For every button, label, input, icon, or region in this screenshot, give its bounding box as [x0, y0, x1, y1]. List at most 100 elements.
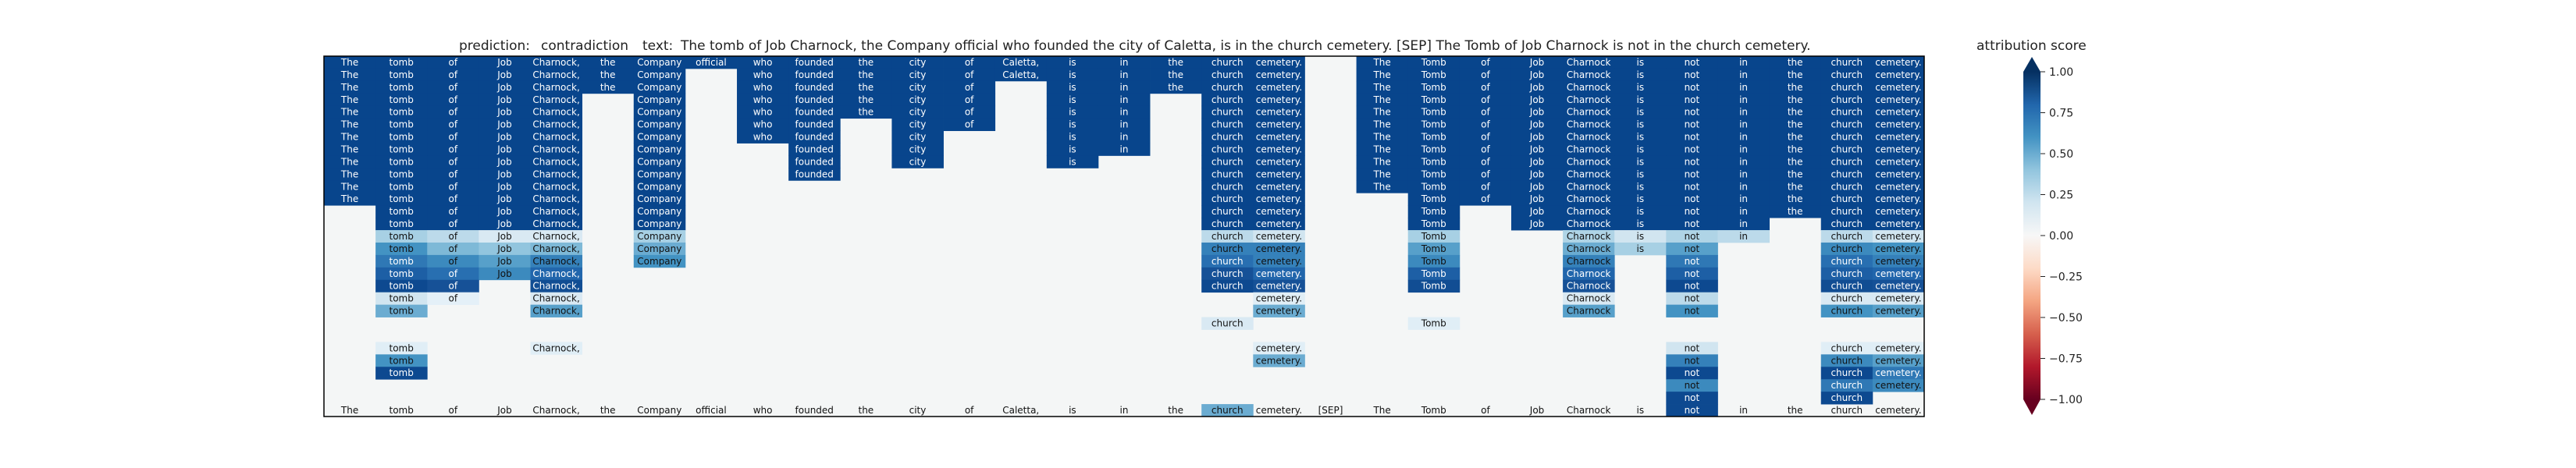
- heatmap-cell: [1253, 354, 1305, 367]
- token-label: church: [1831, 156, 1863, 167]
- heatmap-cell: [1253, 80, 1305, 94]
- token-label: city: [909, 156, 927, 167]
- heatmap-cell: [1201, 317, 1254, 330]
- heatmap-cell: [1407, 56, 1461, 69]
- heatmap-cell: [1820, 367, 1873, 380]
- heatmap-cell: [324, 118, 376, 131]
- heatmap-cell: [1253, 168, 1305, 181]
- heatmap-cell: [479, 267, 531, 281]
- token-label: of: [449, 132, 458, 143]
- heatmap-cell: [1666, 242, 1718, 256]
- heatmap-cell: [324, 105, 376, 119]
- heatmap-cell: [530, 168, 583, 181]
- token-label: of: [449, 144, 458, 154]
- heatmap-cell: [891, 155, 944, 168]
- token-label: in: [1739, 69, 1748, 80]
- token-label: Tomb: [1421, 132, 1446, 143]
- heatmap-cell: [1253, 130, 1305, 144]
- heatmap-cell: [1614, 105, 1667, 119]
- heatmap-cell: [427, 193, 479, 206]
- heatmap-cell: [1407, 118, 1461, 131]
- heatmap-cell: [891, 143, 944, 156]
- token-label: founded: [795, 119, 834, 130]
- token-label: Charnock,: [532, 306, 579, 317]
- heatmap-cell: [1563, 292, 1615, 306]
- heatmap-cell: [1666, 180, 1718, 193]
- heatmap-cell: [1769, 168, 1822, 181]
- token-label: Job: [496, 243, 512, 254]
- token-label: cemetery.: [1875, 94, 1921, 105]
- heatmap-cell: [1666, 168, 1718, 181]
- heatmap-cell: [1201, 93, 1254, 107]
- token-label: is: [1636, 57, 1644, 68]
- heatmap-cell: [1820, 354, 1873, 367]
- heatmap-cell: [324, 143, 376, 156]
- token-label: is: [1069, 57, 1076, 68]
- heatmap-cell: [943, 80, 996, 94]
- heatmap-cell: [891, 105, 944, 119]
- heatmap-cell: [1820, 130, 1873, 144]
- token-label: Tomb: [1421, 218, 1446, 229]
- token-label: Charnock: [1567, 206, 1611, 217]
- token-label: Job: [496, 132, 512, 143]
- token-label: Charnock: [1567, 94, 1611, 105]
- heatmap-cells: [324, 56, 1925, 417]
- token-label: Job: [496, 94, 512, 105]
- heatmap-cell: [1666, 205, 1718, 218]
- heatmap-cell: [1201, 105, 1254, 119]
- token-label: tomb: [390, 193, 414, 204]
- token-label: is: [1636, 119, 1644, 130]
- token-label: of: [449, 107, 458, 118]
- heatmap-cell: [324, 130, 376, 144]
- heatmap-cell: [1872, 230, 1925, 243]
- heatmap-cell: [1666, 254, 1718, 268]
- token-label: Company: [637, 94, 681, 105]
- heatmap-cell: [1820, 93, 1873, 107]
- heatmap-cell: [1563, 118, 1615, 131]
- token-label: in: [1739, 107, 1748, 118]
- token-label: the: [1788, 181, 1803, 192]
- token-label: Tomb: [1421, 206, 1446, 217]
- heatmap-cell: [375, 193, 428, 206]
- heatmap-cell: [1407, 180, 1461, 193]
- heatmap-cell: [1407, 130, 1461, 144]
- token-label: cemetery.: [1875, 405, 1921, 416]
- heatmap-cell: [1769, 143, 1822, 156]
- token-label: tomb: [390, 293, 414, 304]
- token-label: city: [909, 94, 927, 105]
- heatmap-cell: [1614, 143, 1667, 156]
- token-label: Job: [1529, 57, 1545, 68]
- token-label: in: [1739, 405, 1748, 416]
- token-label: Company: [637, 231, 681, 242]
- token-label: church: [1212, 69, 1244, 80]
- heatmap-cell: [788, 143, 841, 156]
- token-label: Charnock,: [532, 94, 579, 105]
- heatmap-cell: [582, 56, 635, 69]
- heatmap-cell: [1201, 143, 1254, 156]
- heatmap-cell: [633, 93, 686, 107]
- token-label: church: [1212, 107, 1244, 118]
- heatmap-cell: [1614, 130, 1667, 144]
- heatmap-cell: [479, 118, 531, 131]
- heatmap-cell: [324, 193, 376, 206]
- token-label: of: [1481, 107, 1490, 118]
- heatmap-cell: [633, 193, 686, 206]
- heatmap-cell: [1253, 205, 1305, 218]
- heatmap-cell: [1201, 118, 1254, 131]
- token-label: Charnock: [1567, 306, 1611, 317]
- token-label: is: [1636, 94, 1644, 105]
- heatmap-cell: [891, 56, 944, 69]
- token-label: not: [1685, 342, 1700, 353]
- token-label: Charnock: [1567, 243, 1611, 254]
- token-label: of: [449, 57, 458, 68]
- heatmap-cell: [788, 68, 841, 82]
- token-label: Charnock,: [532, 107, 579, 118]
- heatmap-cell: [375, 342, 428, 355]
- heatmap-cell: [1666, 404, 1718, 417]
- heatmap-cell: [1717, 143, 1770, 156]
- colorbar-ticks: 1.00 0.75 0.50 0.25 0.00 −0.25 −0.50 −0.75 −1.00: [2041, 66, 2083, 406]
- heatmap-cell: [375, 143, 428, 156]
- token-label: tomb: [390, 82, 414, 93]
- token-label: church: [1831, 69, 1863, 80]
- token-label: Charnock,: [532, 69, 579, 80]
